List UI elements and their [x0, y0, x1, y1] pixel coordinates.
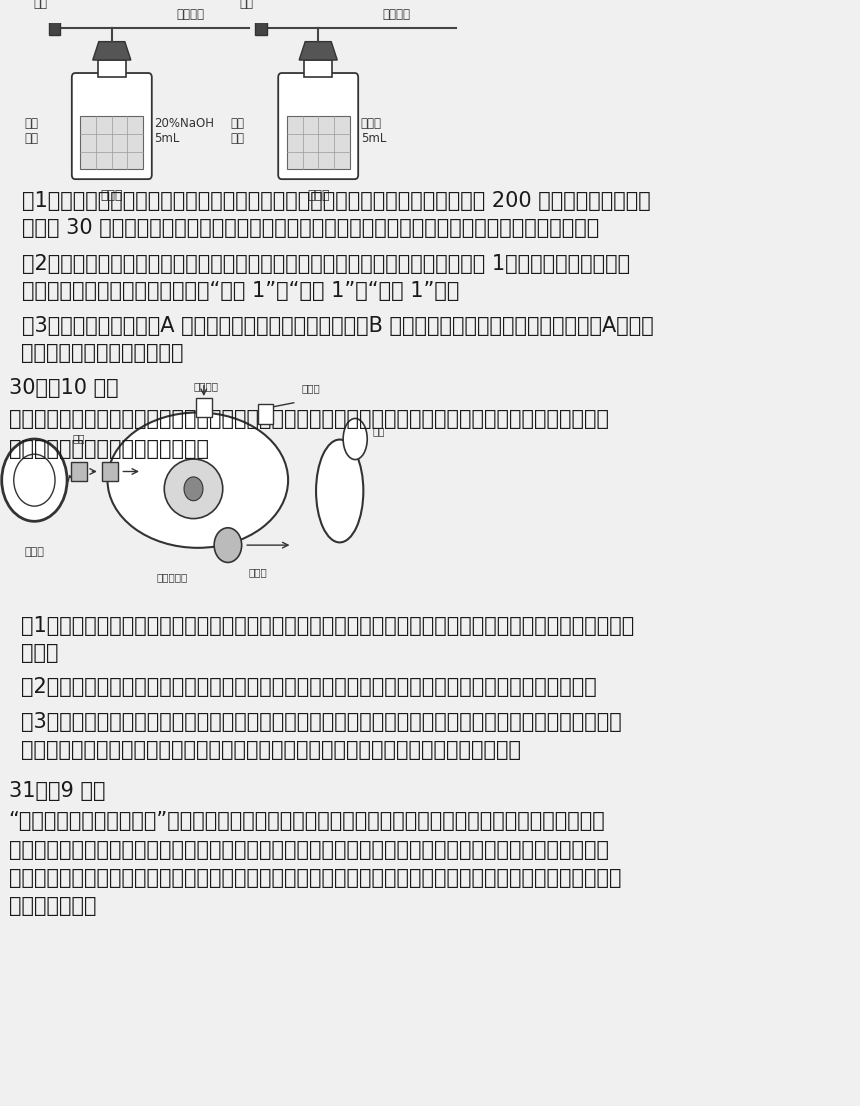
- Text: 30．（10 分）: 30．（10 分）: [9, 378, 118, 398]
- Ellipse shape: [343, 418, 367, 460]
- Text: （1）人体内环境的化学组成和理化性质会受到外界环境因素及＿＿＿＿＿＿的影响，因此常常处于动态变化过: （1）人体内环境的化学组成和理化性质会受到外界环境因素及＿＿＿＿＿＿的影响，因此…: [22, 616, 635, 636]
- Text: 动，则其呼吸商＿＿＿＿＿＿（填“大于 1”、“等于 1”、“小于 1”）。: 动，则其呼吸商＿＿＿＿＿＿（填“大于 1”、“等于 1”、“小于 1”）。: [22, 281, 459, 301]
- Bar: [287, 116, 349, 169]
- Text: 蜢馏水
5mL: 蜢馏水 5mL: [361, 117, 386, 145]
- Ellipse shape: [316, 439, 363, 542]
- Bar: [255, 19, 267, 35]
- Circle shape: [184, 477, 203, 501]
- Text: 甲状腺细胞: 甲状腺细胞: [157, 572, 187, 582]
- Text: 31．（9 分）: 31．（9 分）: [9, 781, 105, 801]
- Text: 实验
材料: 实验 材料: [230, 117, 245, 145]
- Bar: [102, 461, 118, 481]
- Text: 实验
材料: 实验 材料: [24, 117, 38, 145]
- Bar: [258, 405, 273, 424]
- Bar: [71, 461, 87, 481]
- Circle shape: [214, 528, 242, 563]
- Circle shape: [2, 439, 67, 521]
- Text: 激素乙: 激素乙: [249, 566, 267, 576]
- Text: 靶体: 靶体: [372, 427, 385, 437]
- Text: 活塞: 活塞: [240, 0, 254, 10]
- Polygon shape: [299, 42, 337, 60]
- Text: 抗体: 抗体: [73, 434, 85, 444]
- Text: （3）图中抗体与激素丙共同竞争甲状腺细胞上的受体，从而使激素乙分泌量减少，检测发现该患者体内激素: （3）图中抗体与激素丙共同竞争甲状腺细胞上的受体，从而使激素乙分泌量减少，检测发…: [22, 712, 623, 732]
- Text: 乐为了减少投入，降低污染，提高效益，在夏季构建了一个架上结葡萄、地面喟鸡、水下养鱼的立体观光农业: 乐为了减少投入，降低污染，提高效益，在夏季构建了一个架上结葡萄、地面喟鸡、水下养…: [9, 839, 609, 859]
- Text: 相同受体: 相同受体: [194, 382, 219, 392]
- FancyBboxPatch shape: [71, 73, 151, 179]
- Text: 程中。: 程中。: [22, 643, 59, 662]
- Text: 产业园。鸡食用部分葡萄叶、凋落的果实和葡萄虎蛾、二星叶蝗等害虫，鸡粪喟鱼，各类农副产品供游客消费。: 产业园。鸡食用部分葡萄叶、凋落的果实和葡萄虎蛾、二星叶蝗等害虫，鸡粪喟鱼，各类农…: [9, 868, 621, 888]
- Ellipse shape: [108, 413, 288, 547]
- Text: 20%NaOH
5mL: 20%NaOH 5mL: [155, 117, 214, 145]
- Text: 红色液滴: 红色液滴: [383, 8, 411, 21]
- Polygon shape: [93, 42, 131, 60]
- Text: 种疾病的发病机理。回答下列问题：: 种疾病的发病机理。回答下列问题：: [9, 439, 209, 459]
- Text: 红色液滴: 红色液滴: [176, 8, 205, 21]
- Text: 滴右移 30 个单位，其呼吸商为＿＿＿＿＿＿，则小麦种子在萃发过程中的呼吸方式为＿＿＿＿＿＿。: 滴右移 30 个单位，其呼吸商为＿＿＿＿＿＿，则小麦种子在萃发过程中的呼吸方式为…: [22, 218, 599, 238]
- Text: 装置２: 装置２: [307, 189, 329, 202]
- Text: 免疫是人体维持内环境稳态的重要调节机制，过强或过弱都会引起机体功能紊乱。如图表示免疫异常引起的某: 免疫是人体维持内环境稳态的重要调节机制，过强或过弱都会引起机体功能紊乱。如图表示…: [9, 409, 609, 429]
- Text: （2）以某种小动物为实验材料，在糖类供应充足，安静状态下，测得其呼吸商等于 1，若驱赶其进行剑烈运: （2）以某种小动物为实验材料，在糖类供应充足，安静状态下，测得其呼吸商等于 1，…: [22, 254, 630, 274]
- Text: 现象不同的是＿＿＿＿＿＿。: 现象不同的是＿＿＿＿＿＿。: [22, 343, 184, 363]
- Text: 回答下列问题：: 回答下列问题：: [9, 896, 96, 916]
- Text: 激素丙: 激素丙: [301, 384, 320, 394]
- Bar: [49, 19, 60, 35]
- Text: （3）准备两组装置１，A 组是萃发的油菜种子作实验材料，B 组是等量萃发的小麦种子，实验过程中A组实验: （3）准备两组装置１，A 组是萃发的油菜种子作实验材料，B 组是等量萃发的小麦种…: [22, 315, 654, 335]
- Text: （2）激素丙的名称是＿＿＿＿＿＿。从免疫学角度分析，该病属于人体免疫疾病中的＿＿＿＿＿＿病。: （2）激素丙的名称是＿＿＿＿＿＿。从免疫学角度分析，该病属于人体免疫疾病中的＿＿…: [22, 677, 597, 697]
- Bar: [81, 116, 143, 169]
- Text: 装置１: 装置１: [101, 189, 123, 202]
- Text: （1）以小麦种子为实验材料，萃发时只以糖类为能量来源，测得装置１中液滴左移 200 个单位，装置２中液: （1）以小麦种子为实验材料，萃发时只以糖类为能量来源，测得装置１中液滴左移 20…: [22, 191, 650, 211]
- Text: 抗原甲: 抗原甲: [24, 547, 45, 557]
- Bar: [304, 60, 332, 77]
- Ellipse shape: [164, 459, 223, 519]
- Bar: [196, 398, 212, 417]
- Text: “绿水青山，就是金山銀山”。要实现天蓝地绿水清人和的良好生态，降低环境污染是必由之路。绵阳某农家: “绿水青山，就是金山銀山”。要实现天蓝地绿水清人和的良好生态，降低环境污染是必由…: [9, 812, 605, 832]
- Bar: [98, 60, 126, 77]
- Circle shape: [14, 455, 55, 507]
- FancyBboxPatch shape: [279, 73, 358, 179]
- Text: 丙的含量大大高于正常水平，其原因是＿＿＿＿＿＿＿＿＿＿＿＿＿＿（答出两点即可）。: 丙的含量大大高于正常水平，其原因是＿＿＿＿＿＿＿＿＿＿＿＿＿＿（答出两点即可）。: [22, 740, 521, 760]
- Text: 活塞: 活塞: [34, 0, 47, 10]
